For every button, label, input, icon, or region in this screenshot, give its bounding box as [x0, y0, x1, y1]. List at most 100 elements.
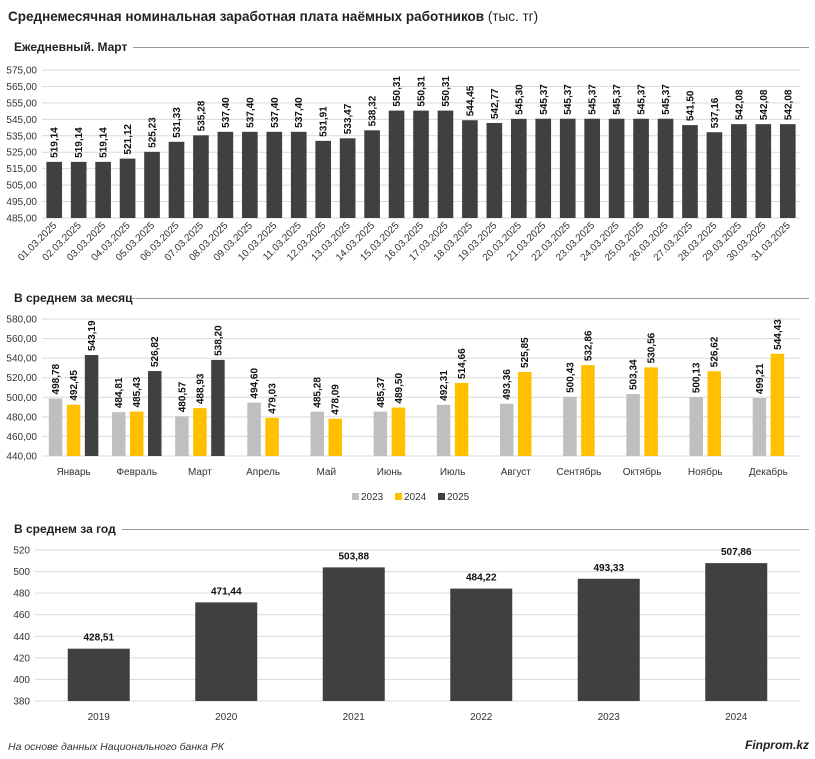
yearly-bar — [195, 602, 258, 701]
daily-bar — [731, 124, 747, 218]
monthly-data-label: 479,03 — [268, 383, 279, 414]
daily-bar — [46, 161, 63, 218]
daily-data-label: 537,40 — [294, 97, 305, 128]
monthly-ytick-label: 560,00 — [6, 334, 37, 345]
monthly-bar-2024 — [193, 408, 207, 456]
yearly-xtick-label: 2019 — [88, 712, 111, 723]
monthly-data-label: 499,21 — [755, 363, 766, 394]
daily-bar — [486, 123, 503, 218]
daily-data-label: 535,28 — [196, 100, 207, 131]
daily-data-label: 538,32 — [368, 95, 379, 126]
monthly-bar-2023 — [500, 403, 514, 456]
monthly-bar-2025 — [211, 359, 225, 456]
daily-bar — [535, 118, 552, 218]
monthly-data-label: 500,13 — [692, 362, 703, 393]
monthly-bar-2023 — [175, 416, 189, 456]
daily-data-label: 525,23 — [148, 117, 159, 148]
monthly-data-label: 489,50 — [394, 373, 405, 404]
monthly-bar-2024 — [328, 418, 342, 456]
yearly-data-label: 503,88 — [338, 551, 369, 562]
daily-ytick-label: 525,00 — [6, 148, 37, 159]
yearly-ytick-label: 420 — [13, 653, 30, 664]
monthly-data-label: 492,45 — [69, 370, 80, 401]
daily-bar — [193, 135, 209, 218]
monthly-bar-2023 — [689, 397, 703, 456]
yearly-ytick-label: 460 — [13, 610, 30, 621]
yearly-ytick-label: 520 — [13, 546, 30, 557]
yearly-ytick-label: 440 — [13, 632, 30, 643]
monthly-data-label: 532,86 — [583, 330, 594, 361]
brand-logo: Finprom.kz — [744, 738, 809, 752]
legend-label-2024: 2024 — [404, 492, 427, 503]
monthly-data-label: 503,34 — [629, 359, 640, 390]
monthly-bar-2023 — [436, 404, 451, 456]
daily-bar — [95, 161, 111, 218]
yearly-ytick-label: 480 — [13, 589, 30, 600]
daily-data-label: 550,31 — [417, 76, 428, 107]
monthly-data-label: 485,37 — [376, 377, 387, 408]
daily-data-label: 537,40 — [221, 97, 232, 128]
monthly-bar-2024 — [581, 365, 595, 456]
daily-bar — [339, 138, 356, 218]
daily-data-label: 519,14 — [99, 127, 110, 158]
daily-ytick-label: 515,00 — [6, 164, 37, 175]
monthly-divider — [132, 298, 809, 299]
daily-bar — [70, 161, 87, 218]
yearly-chart-title: В среднем за год — [14, 522, 116, 536]
monthly-bar-2023 — [373, 411, 388, 456]
legend-swatch-2024 — [395, 493, 402, 500]
monthly-data-label: 485,43 — [132, 377, 143, 408]
yearly-data-label: 428,51 — [83, 633, 114, 644]
monthly-bar-2023 — [752, 398, 767, 456]
daily-bar — [144, 151, 160, 218]
monthly-bar-2024 — [707, 371, 721, 456]
monthly-ytick-label: 440,00 — [6, 452, 37, 463]
monthly-data-label: 538,20 — [213, 325, 224, 356]
monthly-xtick-label: Ноябрь — [688, 466, 723, 478]
yearly-data-label: 507,86 — [721, 547, 752, 558]
yearly-data-label: 484,22 — [466, 573, 497, 584]
daily-data-label: 531,91 — [319, 106, 330, 137]
monthly-data-label: 493,36 — [502, 369, 513, 400]
daily-ytick-label: 575,00 — [6, 66, 37, 77]
daily-data-label: 537,16 — [710, 97, 721, 128]
monthly-data-label: 485,28 — [313, 377, 324, 408]
yearly-ytick-label: 500 — [13, 567, 30, 578]
monthly-xtick-label: Февраль — [116, 467, 157, 478]
daily-bar — [584, 118, 600, 218]
daily-ytick-label: 495,00 — [6, 197, 37, 208]
monthly-bar-2024 — [66, 404, 81, 456]
yearly-bar — [577, 578, 640, 701]
monthly-ytick-label: 460,00 — [6, 432, 37, 443]
daily-data-label: 542,08 — [734, 89, 745, 120]
yearly-xtick-label: 2021 — [343, 712, 366, 723]
daily-bar — [290, 131, 307, 218]
daily-data-label: 545,37 — [661, 84, 672, 115]
monthly-bar-2025 — [148, 371, 162, 456]
legend-label-2025: 2025 — [447, 492, 470, 503]
yearly-divider — [122, 529, 809, 530]
daily-bar — [682, 125, 698, 218]
legend-swatch-2023 — [352, 493, 359, 500]
monthly-bar-2024 — [518, 371, 532, 456]
daily-data-label: 545,37 — [612, 84, 623, 115]
yearly-bar — [705, 563, 768, 701]
daily-data-label: 544,45 — [465, 85, 476, 116]
daily-data-label: 531,33 — [172, 107, 183, 138]
monthly-data-label: 500,43 — [565, 362, 576, 393]
yearly-bar — [322, 567, 385, 701]
monthly-bar-2023 — [626, 394, 640, 456]
daily-chart: 485,00 495,00 505,00 515,00 525,00 535,00 545,… — [6, 66, 800, 264]
monthly-data-label: 480,57 — [177, 381, 188, 412]
daily-data-label: 542,08 — [759, 89, 770, 120]
monthly-data-label: 544,43 — [773, 319, 784, 350]
daily-bar — [779, 124, 796, 218]
yearly-data-label: 493,33 — [593, 563, 624, 574]
monthly-bar-2025 — [84, 355, 99, 456]
yearly-xtick-label: 2022 — [470, 712, 493, 723]
daily-data-label: 542,77 — [490, 88, 501, 119]
daily-chart-title: Ежедневный. Март — [14, 40, 128, 54]
monthly-bar-2023 — [563, 396, 577, 456]
monthly-data-label: 514,66 — [457, 348, 468, 379]
monthly-xtick-label: Август — [501, 467, 532, 478]
